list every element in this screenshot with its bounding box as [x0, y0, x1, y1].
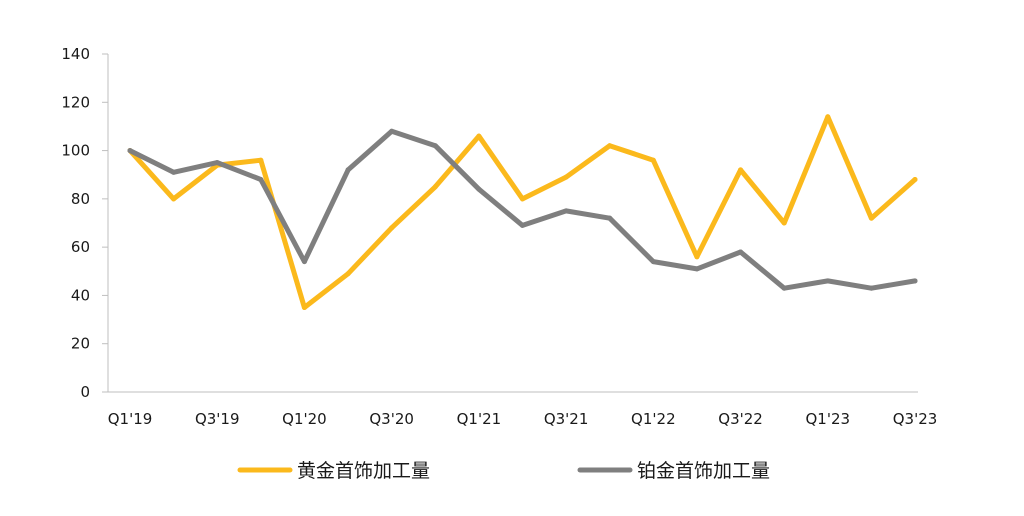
data-point: [738, 249, 744, 255]
data-point: [694, 266, 700, 272]
data-point: [171, 169, 177, 175]
x-tick-label: Q3'22: [718, 410, 763, 428]
data-point: [650, 157, 656, 163]
x-tick-label: Q3'23: [893, 410, 938, 428]
data-point: [738, 167, 744, 173]
data-point: [825, 114, 831, 120]
data-point: [432, 184, 438, 190]
legend-label: 铂金首饰加工量: [637, 460, 770, 482]
x-tick-label: Q3'19: [195, 410, 240, 428]
y-tick-label: 20: [71, 335, 90, 353]
y-tick-label: 40: [71, 286, 90, 304]
data-point: [781, 220, 787, 226]
data-point: [301, 259, 307, 265]
x-tick-label: Q3'21: [544, 410, 589, 428]
y-tick-label: 0: [80, 383, 90, 401]
x-tick-label: Q1'23: [805, 410, 850, 428]
data-point: [781, 285, 787, 291]
legend-label: 黄金首饰加工量: [297, 460, 430, 482]
y-tick-label: 60: [71, 238, 90, 256]
data-point: [868, 285, 874, 291]
chart-axes: [107, 54, 918, 393]
data-point: [912, 177, 918, 183]
data-point: [912, 278, 918, 284]
data-point: [476, 133, 482, 139]
x-tick-label: Q1'22: [631, 410, 676, 428]
data-point: [825, 278, 831, 284]
data-point: [650, 259, 656, 265]
y-tick-label: 140: [61, 45, 90, 63]
x-tick-label: Q1'21: [457, 410, 502, 428]
data-point: [694, 254, 700, 260]
chart-legend: 黄金首饰加工量 铂金首饰加工量: [237, 460, 770, 482]
data-point: [476, 186, 482, 192]
data-point: [214, 160, 220, 166]
series-lines: [127, 114, 918, 310]
y-tick-label: 100: [61, 142, 90, 160]
data-point: [563, 208, 569, 214]
y-tick-label: 80: [71, 190, 90, 208]
data-point: [520, 196, 525, 202]
x-axis-ticks: Q1'19 Q3'19 Q1'20 Q3'20 Q1'21 Q3'21 Q1'22 Q3'22…: [108, 410, 938, 428]
data-point: [868, 215, 874, 221]
x-tick-label: Q3'20: [369, 410, 414, 428]
data-point: [345, 271, 351, 277]
y-axis-ticks: 0 20 40 60 80 100 120 140: [61, 45, 108, 401]
data-point: [389, 128, 395, 134]
data-point: [563, 174, 569, 180]
data-point: [432, 143, 438, 149]
x-tick-label: Q1'19: [108, 410, 153, 428]
y-tick-label: 120: [61, 93, 90, 111]
data-point: [520, 222, 525, 228]
data-point: [171, 196, 177, 202]
data-point: [607, 215, 613, 221]
data-point: [389, 225, 395, 231]
data-point: [127, 148, 133, 154]
data-point: [607, 143, 613, 149]
x-tick-label: Q1'20: [282, 410, 327, 428]
data-point: [258, 177, 264, 183]
series-line-1: [127, 128, 918, 291]
data-point: [301, 305, 307, 310]
data-point: [345, 167, 351, 173]
data-point: [258, 157, 264, 163]
series-line-0: [127, 114, 918, 310]
